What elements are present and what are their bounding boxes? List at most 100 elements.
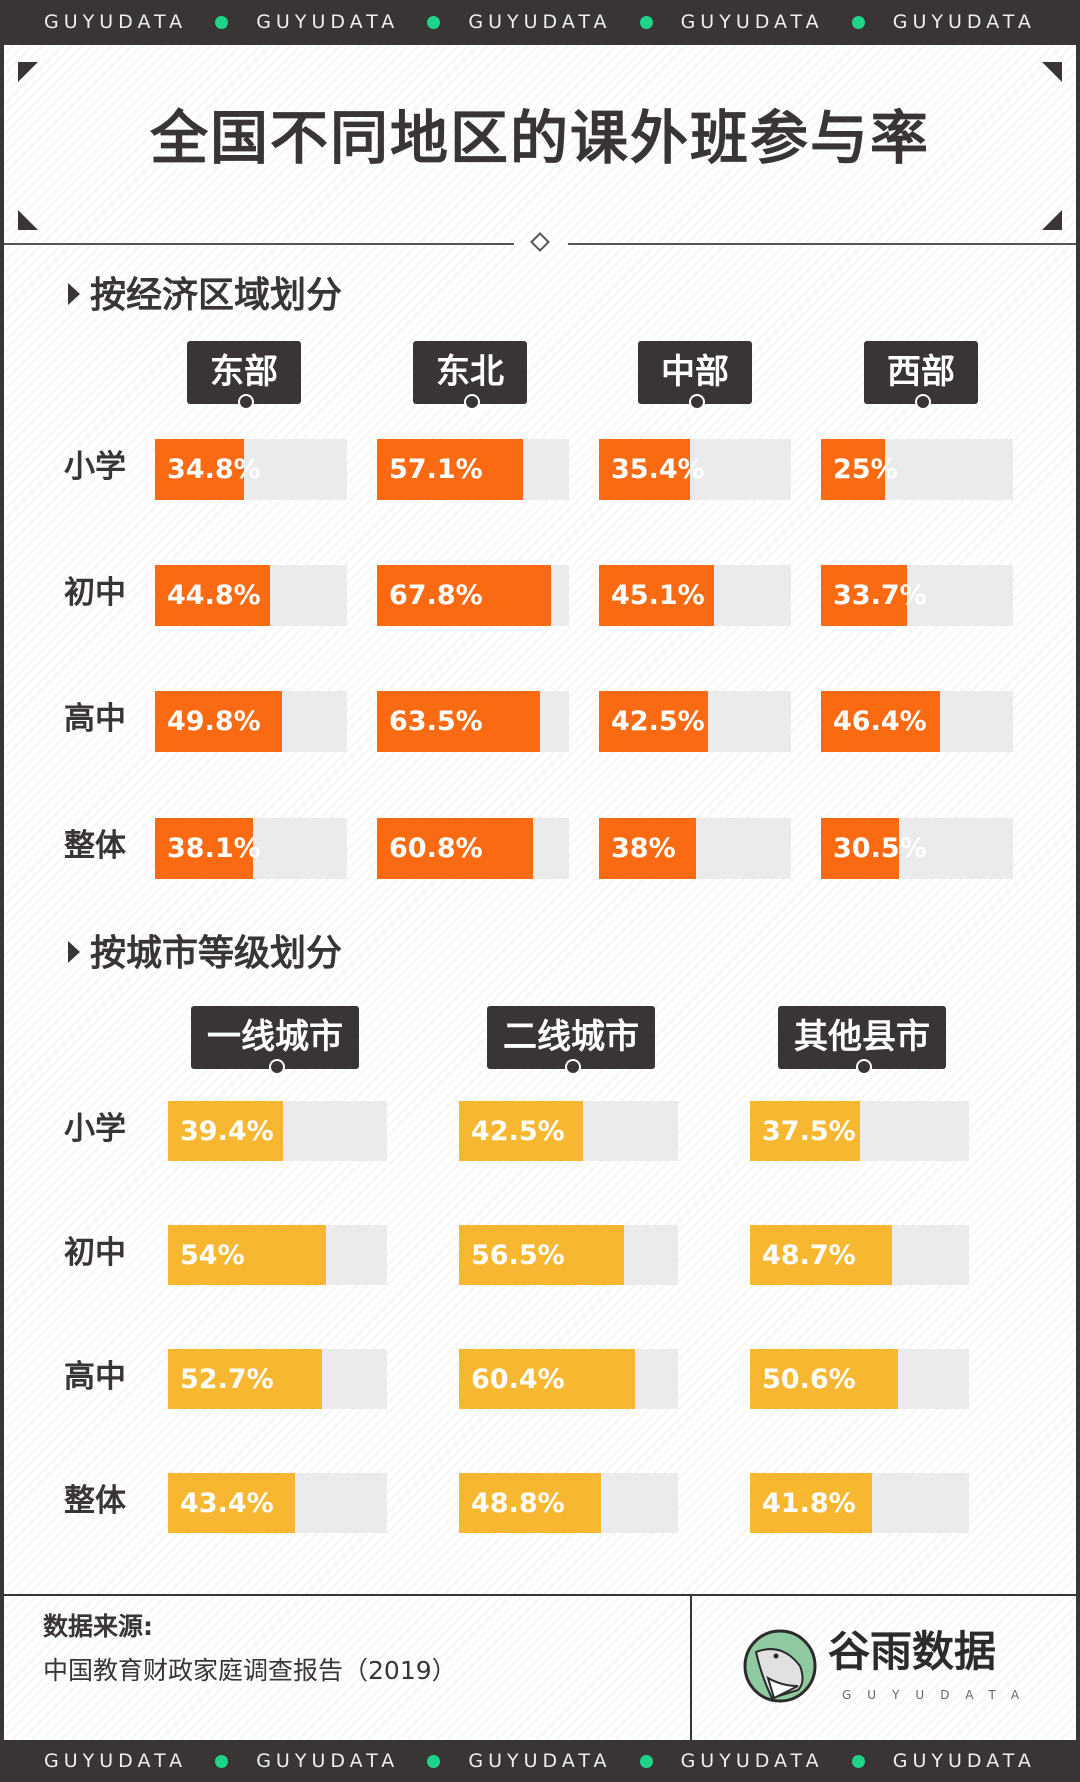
bar-track: 63.5% [377, 691, 569, 752]
bar-value-label: 38.1% [167, 833, 261, 864]
column-label-0: 一线城市 [191, 1006, 359, 1075]
bar-track: 30.5% [821, 818, 1013, 879]
divider [4, 243, 514, 245]
bar-value-label: 37.5% [762, 1115, 856, 1147]
bar-track: 39.4% [168, 1101, 387, 1161]
footer-divider [4, 1594, 1076, 1596]
bar-value-label: 45.1% [611, 580, 705, 611]
dot-icon [427, 16, 441, 29]
bar [821, 439, 885, 500]
bar-track: 34.8% [155, 439, 347, 500]
bar [168, 1473, 295, 1533]
banner-text: GUYUDATA [892, 11, 1036, 33]
bar-track: 25% [821, 439, 1013, 500]
row-label: 整体 [64, 1483, 126, 1519]
page-title: 全国不同地区的课外班参与率 [149, 104, 930, 172]
dot-icon [639, 16, 653, 29]
bar-value-label: 39.4% [180, 1115, 274, 1147]
bar-track: 41.8% [750, 1473, 969, 1533]
bar [168, 1101, 284, 1161]
banner-text: GUYUDATA [256, 1749, 400, 1772]
dot-icon [215, 1754, 229, 1768]
row-label: 高中 [64, 701, 126, 737]
banner-text: GUYUDATA [680, 1749, 824, 1772]
bar-track: 42.5% [459, 1101, 678, 1161]
bar [377, 818, 533, 879]
bar-value-label: 63.5% [389, 706, 483, 737]
dot-icon [639, 1754, 653, 1768]
source-label: 数据来源: [43, 1612, 153, 1641]
bar-value-label: 60.4% [471, 1363, 565, 1395]
section-heading: 按经济区域划分 [68, 274, 342, 317]
bar-value-label: 35.4% [611, 454, 705, 485]
bar-track: 67.8% [377, 565, 569, 626]
corner-mark [1042, 62, 1062, 82]
bar-value-label: 49.8% [167, 706, 261, 737]
row-label: 整体 [64, 828, 126, 864]
row-label: 初中 [64, 1235, 126, 1271]
bar-track: 38% [599, 818, 791, 879]
bar [599, 691, 708, 752]
bar [168, 1225, 326, 1285]
bar-track: 49.8% [155, 691, 347, 752]
bar [459, 1101, 584, 1161]
bar-value-label: 42.5% [471, 1115, 565, 1147]
bar [155, 439, 245, 500]
banner-text: GUYUDATA [44, 1749, 188, 1772]
bar-track: 45.1% [599, 565, 791, 626]
bar-track: 56.5% [459, 1225, 678, 1285]
dot-icon [851, 16, 865, 29]
bar [821, 565, 908, 626]
bar [599, 565, 715, 626]
bar-track: 35.4% [599, 439, 791, 500]
bar-value-label: 34.8% [167, 454, 261, 485]
footer-vertical-divider [690, 1594, 692, 1740]
corner-mark [18, 62, 38, 82]
bar [377, 691, 540, 752]
bar-value-label: 50.6% [762, 1363, 856, 1395]
column-label-0: 东部 [187, 341, 301, 410]
bar [155, 818, 253, 879]
row-label: 小学 [64, 1111, 126, 1147]
banner-text: GUYUDATA [468, 1749, 612, 1772]
bar-track: 60.4% [459, 1349, 678, 1409]
banner-text: GUYUDATA [256, 11, 400, 33]
dot-icon [851, 1754, 865, 1768]
bar-value-label: 42.5% [611, 706, 705, 737]
divider [568, 243, 1076, 245]
bar-value-label: 56.5% [471, 1239, 565, 1271]
row-label: 小学 [64, 449, 126, 485]
bar [377, 439, 524, 500]
bar [821, 818, 900, 879]
bar [599, 439, 690, 500]
bar-track: 48.7% [750, 1225, 969, 1285]
column-label-1: 东北 [413, 341, 527, 410]
bar-track: 42.5% [599, 691, 791, 752]
bar-value-label: 38% [611, 833, 676, 864]
bar-value-label: 57.1% [389, 454, 483, 485]
column-label-3: 西部 [864, 341, 978, 410]
bar-value-label: 48.7% [762, 1239, 856, 1271]
bar [155, 565, 270, 626]
column-label-2: 其他县市 [778, 1006, 946, 1075]
bar [821, 691, 940, 752]
bar-value-label: 60.8% [389, 833, 483, 864]
bar-value-label: 46.4% [833, 706, 927, 737]
logo-subtext: GUYUDATA [842, 1688, 1036, 1702]
bar-track: 60.8% [377, 818, 569, 879]
logo: 谷雨数据 GUYUDATA [742, 1622, 1062, 1712]
banner-text: GUYUDATA [44, 11, 188, 33]
bird-logo-icon [743, 1629, 817, 1703]
bar [168, 1349, 322, 1409]
bar-value-label: 41.8% [762, 1487, 856, 1519]
bar-value-label: 43.4% [180, 1487, 274, 1519]
bar-track: 33.7% [821, 565, 1013, 626]
corner-mark [1042, 210, 1062, 230]
bar-track: 44.8% [155, 565, 347, 626]
bar [459, 1349, 636, 1409]
bar [750, 1225, 893, 1285]
bar [377, 565, 551, 626]
bar-track: 46.4% [821, 691, 1013, 752]
bar [750, 1101, 860, 1161]
bar [459, 1225, 624, 1285]
